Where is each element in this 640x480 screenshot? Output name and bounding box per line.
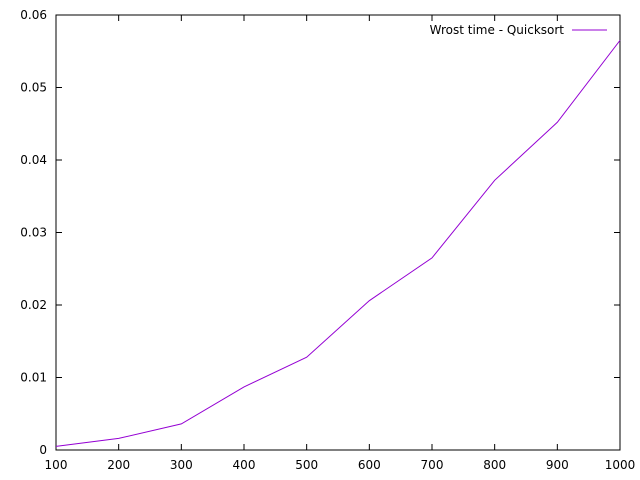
x-tick-label: 800: [483, 458, 506, 472]
y-tick-label: 0.06: [20, 8, 47, 22]
x-tick-label: 300: [170, 458, 193, 472]
x-tick-label: 500: [295, 458, 318, 472]
y-tick-label: 0.02: [20, 298, 47, 312]
y-tick-label: 0.05: [20, 81, 47, 95]
axis-ticks: 0 0.01 0.02 0.03 0.04 0.05 0.06 100 200 300 400 500…: [20, 8, 635, 472]
y-tick-label: 0.04: [20, 153, 47, 167]
x-tick-label: 1000: [605, 458, 636, 472]
y-tick-label: 0: [39, 443, 47, 457]
x-tick-label: 400: [233, 458, 256, 472]
x-tick-label: 100: [45, 458, 68, 472]
series-line: [55, 40, 621, 447]
x-tick-label: 900: [546, 458, 569, 472]
x-tick-label: 700: [421, 458, 444, 472]
x-tick-label: 200: [107, 458, 130, 472]
legend: Wrost time - Quicksort: [430, 23, 607, 37]
legend-label: Wrost time - Quicksort: [430, 23, 565, 37]
y-tick-label: 0.01: [20, 371, 47, 385]
plot-frame: [55, 14, 621, 451]
series-layer: [55, 40, 621, 447]
y-tick-label: 0.03: [20, 226, 47, 240]
x-tick-label: 600: [358, 458, 381, 472]
